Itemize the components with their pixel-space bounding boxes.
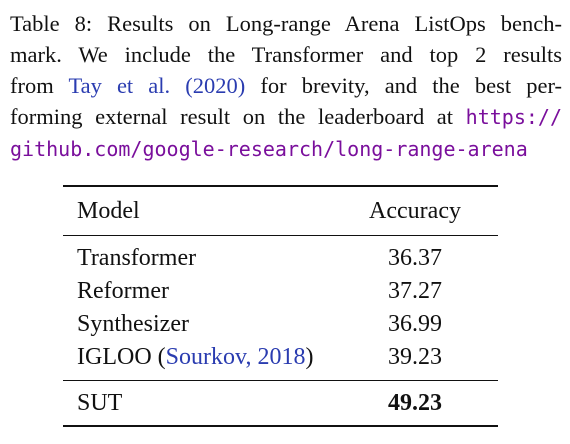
caption-line-2: mark. We include the Transformer and top… — [10, 42, 562, 67]
table-row: Transformer 36.37 — [63, 242, 498, 275]
table-row: Synthesizer 36.99 — [63, 308, 498, 341]
row-model: Reformer — [77, 278, 169, 304]
header-row: Model Accuracy — [63, 187, 498, 235]
table-mid-rule-1 — [63, 235, 498, 236]
table-row: Reformer 37.27 — [63, 275, 498, 308]
caption-line-5: github.com/google-research/long-range-ar… — [10, 133, 562, 165]
table-caption: Table 8: Results on Long-range Arena Lis… — [10, 8, 562, 165]
table-bottom-rule — [63, 425, 498, 427]
caption-line-3: from Tay et al. (2020) for brevity, and … — [10, 73, 562, 98]
table-top-rule — [63, 185, 498, 187]
table-final-section: SUT 49.23 — [63, 381, 498, 425]
row-model-sut: SUT — [77, 389, 123, 416]
citation-link-sourkov[interactable]: Sourkov, 2018 — [165, 344, 306, 370]
row-accuracy-sut: 49.23 — [388, 389, 442, 416]
leaderboard-url-link-part1[interactable]: https:// — [465, 105, 562, 129]
table-body: Transformer 36.37 Reformer 37.27 Synthes… — [63, 242, 498, 374]
citation-link-tay[interactable]: Tay et al. (2020) — [68, 73, 246, 98]
table-header: Model Accuracy — [63, 187, 498, 235]
row-accuracy: 36.99 — [388, 311, 442, 337]
table-mid-rule-2 — [63, 380, 498, 381]
header-model: Model — [77, 197, 140, 224]
row-model: Synthesizer — [77, 311, 189, 337]
leaderboard-url-link-part2[interactable]: github.com/google-research/long-range-ar… — [10, 137, 528, 161]
caption-line-1: Table 8: Results on Long-range Arena Lis… — [10, 11, 562, 36]
table-row-sut: SUT 49.23 — [63, 381, 498, 425]
results-table: Model Accuracy Transformer 36.37 Reforme… — [63, 185, 498, 427]
caption-line-4: forming external result on the leaderboa… — [10, 104, 562, 129]
row-accuracy: 36.37 — [388, 245, 442, 271]
row-model: IGLOO (Sourkov, 2018) — [77, 344, 314, 370]
row-model: Transformer — [77, 245, 197, 271]
row-accuracy: 39.23 — [388, 344, 442, 370]
header-accuracy: Accuracy — [369, 197, 461, 224]
row-accuracy: 37.27 — [388, 278, 442, 304]
table-row: IGLOO (Sourkov, 2018) 39.23 — [63, 341, 498, 374]
